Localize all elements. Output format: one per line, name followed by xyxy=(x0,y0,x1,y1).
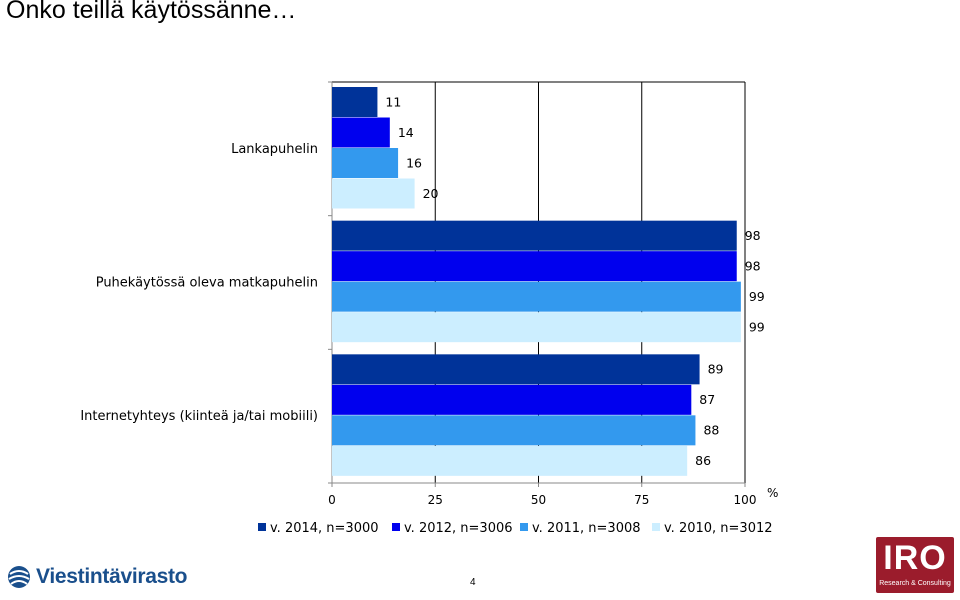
bar-1-1 xyxy=(332,251,737,282)
legend-label-2: v. 2011, n=3008 xyxy=(532,521,641,536)
bars xyxy=(332,87,741,476)
page-number: 4 xyxy=(470,577,476,588)
value-label-2-3: 86 xyxy=(695,453,711,468)
bar-1-2 xyxy=(332,281,741,312)
x-tick-label-100: 100 xyxy=(734,493,757,507)
legend-swatch-2 xyxy=(520,523,528,531)
legend-swatch-3 xyxy=(652,523,660,531)
value-label-0-1: 14 xyxy=(398,125,414,140)
globe-icon xyxy=(8,566,30,588)
value-label-2-1: 87 xyxy=(699,392,715,407)
x-axis-unit-label: % xyxy=(767,486,778,500)
value-label-0-3: 20 xyxy=(423,186,439,201)
legend: v. 2014, n=3000 v. 2012, n=3006 v. 2011, n… xyxy=(258,521,773,536)
bar-2-3 xyxy=(332,445,688,476)
legend-label-1: v. 2012, n=3006 xyxy=(404,521,513,536)
legend-swatch-0 xyxy=(258,523,266,531)
bar-0-0 xyxy=(332,87,378,117)
bar-0-1 xyxy=(332,117,390,148)
value-label-1-2: 99 xyxy=(749,289,765,304)
bar-2-2 xyxy=(332,415,696,446)
bar-1-0 xyxy=(332,220,737,251)
legend-label-3: v. 2010, n=3012 xyxy=(664,521,773,536)
x-tick-label-50: 50 xyxy=(531,493,546,507)
iro-logo-text: IRO xyxy=(883,539,947,577)
bar-0-3 xyxy=(332,178,415,209)
bar-chart: 11 14 16 20 98 98 99 99 89 87 88 86 Lankapuhelin Puh… xyxy=(80,81,778,536)
x-tick-label-0: 0 xyxy=(328,493,336,507)
logo-text: Viestintävirasto xyxy=(36,565,188,588)
iro-logo: IRO Research & Consulting xyxy=(876,537,954,593)
category-labels: Lankapuhelin Puhekäytössä oleva matkapuhe… xyxy=(80,142,318,424)
value-label-0-0: 11 xyxy=(385,94,401,109)
value-label-2-0: 89 xyxy=(708,362,724,377)
category-label-2: Internetyhteys (kiinteä ja/tai mobiili) xyxy=(80,409,318,424)
bar-2-0 xyxy=(332,354,700,385)
slide-title: Onko teillä käytössänne… xyxy=(6,0,297,24)
value-label-2-2: 88 xyxy=(703,423,719,438)
legend-label-0: v. 2014, n=3000 xyxy=(270,521,379,536)
value-labels: 11 14 16 20 98 98 99 99 89 87 88 86 xyxy=(385,94,764,468)
viestintavirasto-logo: Viestintävirasto xyxy=(6,562,188,592)
value-label-0-2: 16 xyxy=(406,155,422,170)
iro-logo-subtext: Research & Consulting xyxy=(879,580,951,587)
x-tick-label-75: 75 xyxy=(634,493,649,507)
value-label-1-3: 99 xyxy=(749,319,765,334)
value-label-1-1: 98 xyxy=(745,258,761,273)
category-label-1: Puhekäytössä oleva matkapuhelin xyxy=(96,276,318,291)
bar-2-1 xyxy=(332,384,692,415)
x-tick-label-25: 25 xyxy=(428,493,443,507)
value-label-1-0: 98 xyxy=(745,228,761,243)
legend-swatch-1 xyxy=(392,523,400,531)
bar-0-2 xyxy=(332,148,399,178)
bar-1-3 xyxy=(332,312,741,343)
x-axis: 0 25 50 75 100% xyxy=(328,482,778,507)
category-label-0: Lankapuhelin xyxy=(231,142,318,157)
